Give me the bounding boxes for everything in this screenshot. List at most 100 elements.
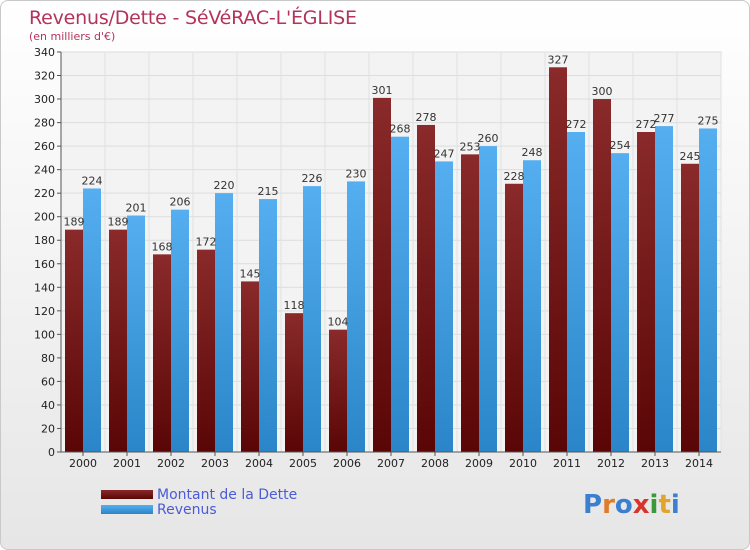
value-label-debt-2008: 278 <box>416 111 437 124</box>
bar-revenue-2005 <box>303 186 321 452</box>
value-label-revenue-2012: 254 <box>610 139 631 152</box>
bar-debt-2014 <box>681 163 699 452</box>
x-tick-label: 2011 <box>553 457 581 470</box>
y-tick-label: 220 <box>34 187 55 200</box>
value-label-debt-2013: 272 <box>636 118 657 131</box>
logo-letter: t <box>658 490 671 520</box>
x-tick-label: 2002 <box>157 457 185 470</box>
bar-debt-2002 <box>153 254 171 452</box>
legend-swatch-debt <box>101 490 153 499</box>
x-tick-label: 2012 <box>597 457 625 470</box>
y-tick-label: 300 <box>34 93 55 106</box>
value-label-debt-2000: 189 <box>64 216 85 229</box>
y-tick-label: 140 <box>34 281 55 294</box>
x-tick-label: 2001 <box>113 457 141 470</box>
y-tick-label: 100 <box>34 328 55 341</box>
legend-item-debt: Montant de la Dette <box>101 486 298 503</box>
logo-letter: i <box>649 490 659 520</box>
value-label-debt-2002: 168 <box>152 240 173 253</box>
x-tick-label: 2005 <box>289 457 317 470</box>
value-label-debt-2011: 327 <box>548 53 569 66</box>
value-label-debt-2007: 301 <box>372 84 393 97</box>
value-label-debt-2006: 104 <box>328 316 349 329</box>
x-tick-label: 2000 <box>69 457 97 470</box>
value-label-revenue-2003: 220 <box>214 179 235 192</box>
bar-revenue-2002 <box>171 209 189 452</box>
value-label-debt-2004: 145 <box>240 267 261 280</box>
value-label-debt-2001: 189 <box>108 216 129 229</box>
bar-revenue-2001 <box>127 215 145 452</box>
bar-revenue-2007 <box>391 136 409 453</box>
bar-debt-2005 <box>285 313 303 452</box>
bar-revenue-2010 <box>523 160 541 452</box>
bar-revenue-2004 <box>259 199 277 452</box>
x-tick-label: 2014 <box>685 457 713 470</box>
logo-letter: i <box>670 490 680 520</box>
x-tick-label: 2007 <box>377 457 405 470</box>
logo-letter: r <box>602 490 615 520</box>
bar-revenue-2008 <box>435 161 453 453</box>
value-label-revenue-2006: 230 <box>346 167 367 180</box>
x-tick-label: 2006 <box>333 457 361 470</box>
x-tick-label: 2003 <box>201 457 229 470</box>
legend-swatch-revenue <box>101 505 153 514</box>
y-tick-label: 340 <box>34 46 55 59</box>
value-label-revenue-2014: 275 <box>698 114 719 127</box>
bar-revenue-2013 <box>655 126 673 452</box>
x-tick-label: 2008 <box>421 457 449 470</box>
legend-item-revenue: Revenus <box>101 501 297 518</box>
value-label-revenue-2000: 224 <box>82 174 103 187</box>
x-tick-label: 2004 <box>245 457 273 470</box>
bar-revenue-2012 <box>611 153 629 453</box>
value-label-debt-2003: 172 <box>196 236 217 249</box>
bar-revenue-2011 <box>567 132 585 452</box>
legend: Montant de la Dette Revenus <box>101 486 298 518</box>
value-label-debt-2014: 245 <box>680 150 701 163</box>
y-tick-label: 40 <box>41 399 55 412</box>
logo-letter: P <box>583 490 603 520</box>
y-tick-label: 280 <box>34 117 55 130</box>
bar-debt-2004 <box>241 281 259 452</box>
x-tick-label: 2010 <box>509 457 537 470</box>
bar-revenue-2014 <box>699 128 717 452</box>
legend-label-revenue: Revenus <box>157 501 217 518</box>
y-tick-label: 260 <box>34 140 55 153</box>
y-tick-label: 320 <box>34 70 55 83</box>
y-tick-label: 180 <box>34 234 55 247</box>
bar-debt-2011 <box>549 67 567 452</box>
bar-debt-2013 <box>637 132 655 452</box>
logo-letter: x <box>632 490 650 520</box>
y-tick-label: 240 <box>34 164 55 177</box>
value-label-debt-2010: 228 <box>504 170 525 183</box>
bar-revenue-2009 <box>479 146 497 452</box>
bar-debt-2001 <box>109 229 127 452</box>
bar-debt-2012 <box>593 99 611 452</box>
bar-debt-2007 <box>373 97 391 452</box>
bar-revenue-2006 <box>347 181 365 453</box>
y-tick-label: 160 <box>34 258 55 271</box>
bar-debt-2009 <box>461 154 479 452</box>
value-label-revenue-2007: 268 <box>390 123 411 136</box>
x-tick-label: 2013 <box>641 457 669 470</box>
legend-label-debt: Montant de la Dette <box>157 486 298 503</box>
value-label-revenue-2009: 260 <box>478 132 499 145</box>
y-tick-label: 20 <box>41 422 55 435</box>
y-tick-label: 200 <box>34 211 55 224</box>
bar-debt-2000 <box>65 229 83 452</box>
y-tick-label: 120 <box>34 305 55 318</box>
bar-debt-2006 <box>329 329 347 452</box>
bar-debt-2010 <box>505 183 523 452</box>
value-label-debt-2009: 253 <box>460 140 481 153</box>
value-label-revenue-2011: 272 <box>566 118 587 131</box>
chart-title: Revenus/Dette - SéVéRAC-L'ÉGLISE <box>29 7 357 29</box>
value-label-debt-2005: 118 <box>284 299 305 312</box>
logo-letter: o <box>614 490 633 520</box>
y-tick-label: 0 <box>48 446 55 459</box>
value-label-revenue-2005: 226 <box>302 172 323 185</box>
bar-revenue-2003 <box>215 193 233 453</box>
chart-subtitle: (en milliers d'€) <box>29 30 116 43</box>
value-label-revenue-2002: 206 <box>170 196 191 209</box>
value-label-debt-2012: 300 <box>592 85 613 98</box>
